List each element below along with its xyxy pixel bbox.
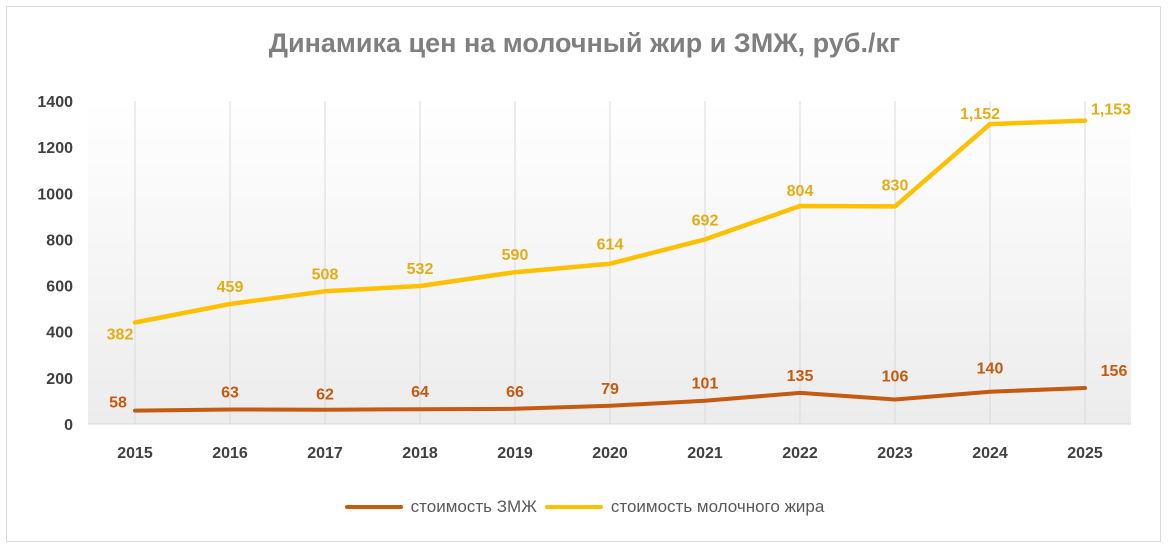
- legend-label-zmj: стоимость ЗМЖ: [410, 497, 537, 516]
- data-label-zmj: 101: [692, 376, 719, 393]
- data-label-zmj: 106: [882, 369, 909, 386]
- x-tick-label: 2015: [117, 445, 153, 462]
- y-tick-label: 400: [46, 325, 73, 342]
- data-label-milk-fat: 382: [107, 326, 134, 343]
- legend-item-milk-fat: стоимость молочного жира: [544, 497, 825, 517]
- x-tick-label: 2017: [307, 445, 343, 462]
- legend: стоимость ЗМЖ стоимость молочного жира: [0, 492, 1169, 522]
- data-label-milk-fat: 804: [787, 183, 814, 200]
- data-label-milk-fat: 508: [312, 266, 339, 283]
- data-label-zmj: 79: [601, 381, 619, 398]
- x-tick-label: 2022: [782, 445, 818, 462]
- x-axis: 2015 2016 2017 2018 2019 2020 2021 2022 2023 2024…: [117, 445, 1103, 462]
- y-tick-label: 0: [64, 417, 73, 434]
- x-tick-label: 2024: [972, 445, 1008, 462]
- legend-item-zmj: стоимость ЗМЖ: [344, 497, 537, 517]
- data-label-milk-fat: 830: [882, 177, 909, 194]
- data-label-milk-fat: 692: [692, 212, 719, 229]
- y-tick-label: 1200: [37, 140, 73, 157]
- x-tick-label: 2019: [497, 445, 533, 462]
- legend-swatch-milk-fat: [544, 505, 603, 509]
- chart-title: Динамика цен на молочный жир и ЗМЖ, руб.…: [268, 28, 901, 58]
- data-label-milk-fat: 614: [597, 237, 624, 254]
- y-tick-label: 1400: [37, 94, 73, 111]
- data-label-milk-fat: 1,153: [1091, 102, 1131, 119]
- data-label-zmj: 63: [221, 384, 239, 401]
- x-tick-label: 2021: [687, 445, 723, 462]
- y-tick-label: 1000: [37, 186, 73, 203]
- data-label-milk-fat: 459: [217, 279, 244, 296]
- series-line-zmj: [133, 386, 1087, 413]
- data-label-zmj: 156: [1101, 363, 1128, 380]
- x-tick-label: 2025: [1067, 445, 1103, 462]
- data-label-zmj: 140: [977, 361, 1004, 378]
- data-label-zmj: 58: [109, 395, 127, 412]
- data-label-milk-fat: 532: [407, 261, 434, 278]
- x-tick-label: 2016: [212, 445, 248, 462]
- data-label-milk-fat: 1,152: [960, 106, 1000, 123]
- series-line-milk-fat: [132, 118, 1088, 325]
- grid-lines: [88, 101, 1131, 425]
- series-lines: [132, 118, 1088, 413]
- y-tick-label: 800: [46, 232, 73, 249]
- data-label-milk-fat: 590: [502, 247, 529, 264]
- y-tick-label: 200: [46, 371, 73, 388]
- data-label-zmj: 62: [316, 387, 334, 404]
- data-label-zmj: 66: [506, 384, 524, 401]
- data-label-zmj: 64: [411, 384, 429, 401]
- legend-label-milk-fat: стоимость молочного жира: [610, 497, 825, 516]
- y-tick-label: 600: [46, 279, 73, 296]
- x-tick-label: 2020: [592, 445, 628, 462]
- x-tick-label: 2023: [877, 445, 913, 462]
- data-labels: 58 63 62 64 66 79 101 135 106 140 156 382 459 508 532 5…: [107, 102, 1131, 412]
- y-axis: 0 200 400 600 800 1000 1200 1400: [37, 94, 73, 434]
- legend-swatch-zmj: [344, 505, 403, 509]
- data-label-zmj: 135: [787, 368, 814, 385]
- x-tick-label: 2018: [402, 445, 438, 462]
